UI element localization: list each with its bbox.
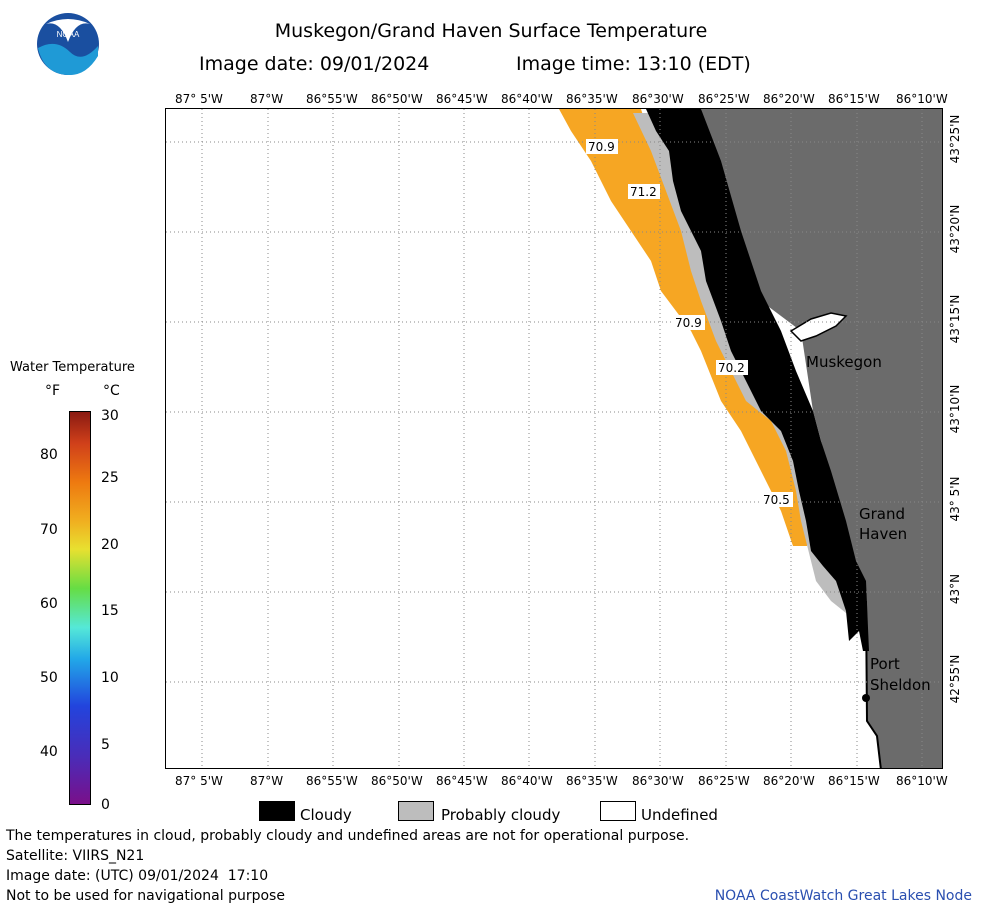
lon-tick: 86°20'W bbox=[763, 92, 815, 106]
lon-tick: 86°45'W bbox=[436, 774, 488, 788]
lon-tick: 87° 5'W bbox=[175, 92, 223, 106]
land-area bbox=[701, 109, 942, 768]
lon-tick: 86°30'W bbox=[632, 774, 684, 788]
c-tick: 30 bbox=[101, 408, 119, 424]
c-tick: 25 bbox=[101, 470, 119, 486]
lon-tick: 86°55'W bbox=[306, 774, 358, 788]
lat-tick: 43°10'N bbox=[948, 384, 962, 434]
place-muskegon: Muskegon bbox=[806, 353, 882, 371]
graticule bbox=[166, 109, 942, 768]
temperature-colorbar bbox=[69, 411, 91, 805]
lon-tick: 86°15'W bbox=[828, 92, 880, 106]
disclaimer: The temperatures in cloud, probably clou… bbox=[6, 828, 690, 844]
lat-tick: 43°15'N bbox=[948, 294, 962, 344]
contour-label: 70.5 bbox=[763, 493, 790, 507]
cloudy-area bbox=[646, 109, 869, 651]
contour-label: 70.9 bbox=[588, 140, 615, 154]
c-tick: 0 bbox=[101, 797, 110, 813]
contour-label: 70.2 bbox=[718, 361, 745, 375]
lon-tick: 86°50'W bbox=[371, 774, 423, 788]
f-tick: 60 bbox=[40, 596, 58, 612]
f-tick: 80 bbox=[40, 447, 58, 463]
colorbar-title: Water Temperature bbox=[10, 360, 135, 375]
legend-swatch-undefined bbox=[600, 801, 636, 821]
lon-tick: 86°45'W bbox=[436, 92, 488, 106]
f-tick: 70 bbox=[40, 522, 58, 538]
unit-c: °C bbox=[103, 383, 120, 399]
place-port-sheldon-line2: Sheldon bbox=[870, 676, 931, 694]
f-tick: 40 bbox=[40, 744, 58, 760]
place-grand-haven-line1: Grand bbox=[859, 505, 905, 523]
lon-tick: 86°55'W bbox=[306, 92, 358, 106]
lat-tick: 43° 5'N bbox=[948, 476, 962, 522]
lon-tick: 87° 5'W bbox=[175, 774, 223, 788]
undefined-area bbox=[789, 312, 848, 342]
lat-tick: 43°25'N bbox=[948, 114, 962, 164]
lon-tick: 87°W bbox=[250, 774, 284, 788]
legend-label-undefined: Undefined bbox=[641, 806, 718, 824]
lon-tick: 86°25'W bbox=[698, 92, 750, 106]
c-tick: 20 bbox=[101, 537, 119, 553]
contour-label: 70.9 bbox=[675, 316, 702, 330]
lon-tick: 86°10'W bbox=[896, 774, 948, 788]
lon-tick: 86°15'W bbox=[828, 774, 880, 788]
lat-tick: 43°20'N bbox=[948, 204, 962, 254]
coastline bbox=[865, 600, 882, 768]
port-sheldon-marker bbox=[862, 694, 870, 702]
c-tick: 5 bbox=[101, 737, 110, 753]
legend-swatch-probably-cloudy bbox=[398, 801, 434, 821]
unit-f: °F bbox=[45, 383, 61, 399]
utc-date: Image date: (UTC) 09/01/2024 17:10 bbox=[6, 868, 269, 884]
lon-tick: 86°35'W bbox=[566, 774, 618, 788]
lon-tick: 87°W bbox=[250, 92, 284, 106]
legend-swatch-cloudy bbox=[259, 801, 295, 821]
place-grand-haven-line2: Haven bbox=[859, 525, 907, 543]
map-canvas: 70.9 71.2 70.9 70.2 70.5 Muskegon Grand … bbox=[166, 109, 942, 768]
page-title: Muskegon/Grand Haven Surface Temperature bbox=[274, 20, 708, 42]
lon-tick: 86°25'W bbox=[698, 774, 750, 788]
c-tick: 15 bbox=[101, 603, 119, 619]
image-date: Image date: 09/01/2024 bbox=[199, 53, 430, 75]
legend-label-cloudy: Cloudy bbox=[300, 806, 352, 824]
c-tick: 10 bbox=[101, 670, 119, 686]
noaa-logo-text: NOAA bbox=[57, 30, 80, 39]
sst-map[interactable]: 70.9 71.2 70.9 70.2 70.5 Muskegon Grand … bbox=[165, 108, 943, 769]
satellite: Satellite: VIIRS_N21 bbox=[6, 848, 145, 864]
lon-tick: 86°30'W bbox=[632, 92, 684, 106]
lon-tick: 86°50'W bbox=[371, 92, 423, 106]
lat-tick: 43°N bbox=[948, 573, 962, 605]
image-time: Image time: 13:10 (EDT) bbox=[516, 53, 751, 75]
lat-tick: 42°55'N bbox=[948, 654, 962, 704]
contour-label: 71.2 bbox=[630, 185, 657, 199]
place-port-sheldon-line1: Port bbox=[870, 655, 900, 673]
legend-label-probably-cloudy: Probably cloudy bbox=[441, 806, 561, 824]
warm-water bbox=[559, 109, 811, 546]
lon-tick: 86°40'W bbox=[501, 92, 553, 106]
lon-tick: 86°20'W bbox=[763, 774, 815, 788]
credit: NOAA CoastWatch Great Lakes Node bbox=[714, 888, 972, 904]
lon-tick: 86°10'W bbox=[896, 92, 948, 106]
lon-tick: 86°40'W bbox=[501, 774, 553, 788]
lon-tick: 86°35'W bbox=[566, 92, 618, 106]
f-tick: 50 bbox=[40, 670, 58, 686]
nav-note: Not to be used for navigational purpose bbox=[6, 888, 285, 904]
noaa-logo: NOAA bbox=[36, 12, 100, 76]
